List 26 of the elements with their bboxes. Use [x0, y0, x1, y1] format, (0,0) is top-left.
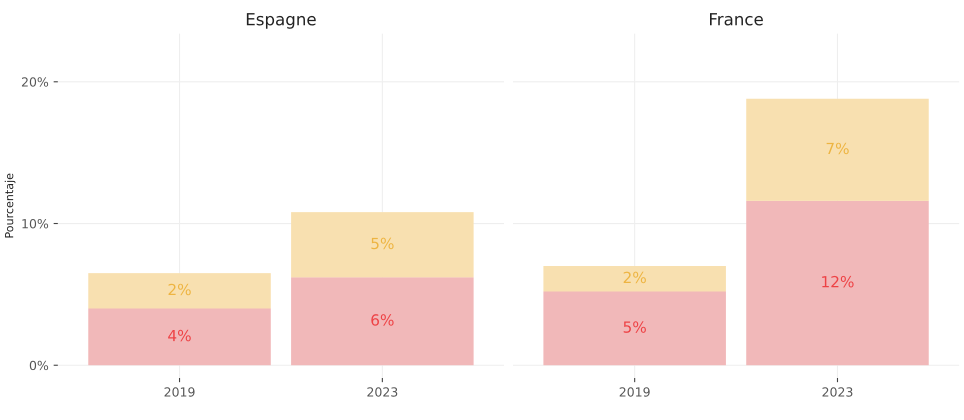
chart-title: France: [710, 13, 763, 26]
bar: [88, 273, 271, 309]
bar: [746, 200, 929, 366]
x-tick-label: 2023: [367, 387, 398, 397]
data-label: 4%: [168, 330, 191, 342]
bar: [291, 212, 474, 278]
x-tick-label: 2019: [620, 387, 650, 397]
y-tick-label: 0%: [30, 360, 48, 370]
y-tick-label: 10%: [22, 218, 48, 228]
data-label: 2%: [168, 284, 191, 296]
y-tick-label: 20%: [22, 77, 48, 87]
data-label: 5%: [371, 238, 394, 250]
chart-title: Espagne: [246, 13, 316, 29]
data-label: 6%: [371, 314, 394, 326]
x-tick-label: 2023: [822, 387, 852, 397]
bar: [543, 266, 726, 292]
data-label: 12%: [822, 276, 854, 288]
x-tick-label: 2019: [164, 387, 195, 397]
y-axis-title: Pourcentaje: [4, 174, 16, 238]
data-label: 2%: [624, 272, 646, 284]
data-label: 5%: [624, 321, 646, 333]
bar: [543, 292, 726, 366]
data-label: 7%: [826, 142, 849, 154]
bar: [746, 98, 929, 201]
bar: [88, 308, 271, 366]
bar: [291, 277, 474, 366]
